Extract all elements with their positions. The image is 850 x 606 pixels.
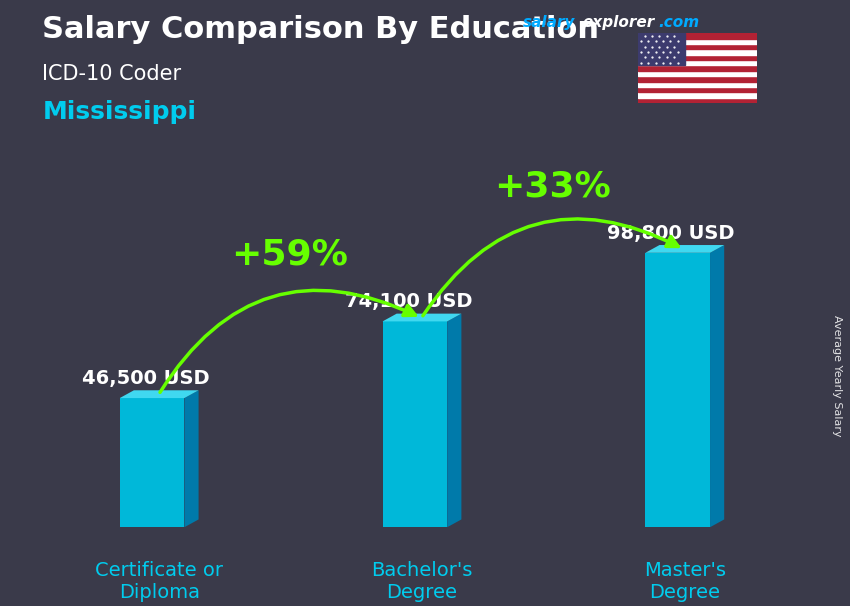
Polygon shape <box>447 314 462 527</box>
Bar <box>638 50 756 55</box>
Text: explorer: explorer <box>582 15 654 30</box>
Bar <box>638 92 756 98</box>
Bar <box>638 71 756 76</box>
Text: 98,800 USD: 98,800 USD <box>608 224 735 243</box>
Bar <box>638 65 756 71</box>
Bar <box>638 87 756 92</box>
Bar <box>638 33 685 65</box>
Bar <box>638 82 756 87</box>
Text: salary: salary <box>523 15 575 30</box>
Bar <box>638 76 756 82</box>
Polygon shape <box>645 253 710 527</box>
Text: Salary Comparison By Education: Salary Comparison By Education <box>42 15 599 44</box>
Polygon shape <box>184 390 199 527</box>
Bar <box>638 39 756 44</box>
Text: .com: .com <box>659 15 700 30</box>
Polygon shape <box>120 398 184 527</box>
Polygon shape <box>382 314 462 321</box>
Text: +59%: +59% <box>231 238 348 271</box>
Text: 74,100 USD: 74,100 USD <box>344 293 472 311</box>
Bar <box>638 55 756 60</box>
Bar <box>638 33 756 39</box>
Polygon shape <box>382 321 447 527</box>
Polygon shape <box>710 245 724 527</box>
Text: ICD-10 Coder: ICD-10 Coder <box>42 64 182 84</box>
Text: 46,500 USD: 46,500 USD <box>82 369 209 388</box>
Bar <box>638 44 756 50</box>
Bar <box>638 98 756 103</box>
Text: Bachelor's
Degree: Bachelor's Degree <box>371 561 473 602</box>
Text: Master's
Degree: Master's Degree <box>643 561 726 602</box>
Text: Mississippi: Mississippi <box>42 100 196 124</box>
Text: Certificate or
Diploma: Certificate or Diploma <box>95 561 224 602</box>
Polygon shape <box>645 245 724 253</box>
Text: Average Yearly Salary: Average Yearly Salary <box>832 315 842 436</box>
Polygon shape <box>120 390 199 398</box>
Text: +33%: +33% <box>495 169 611 203</box>
Bar <box>638 60 756 65</box>
